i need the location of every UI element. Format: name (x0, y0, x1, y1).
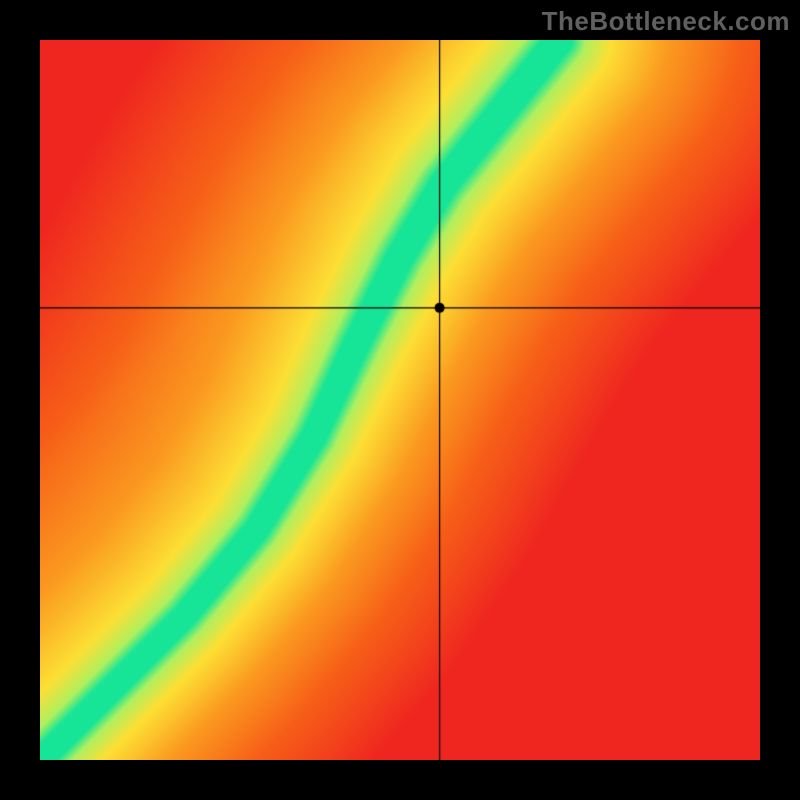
chart-container: TheBottleneck.com (0, 0, 800, 800)
heatmap-canvas (40, 40, 760, 760)
heatmap-plot (40, 40, 760, 760)
watermark-text: TheBottleneck.com (542, 6, 790, 37)
